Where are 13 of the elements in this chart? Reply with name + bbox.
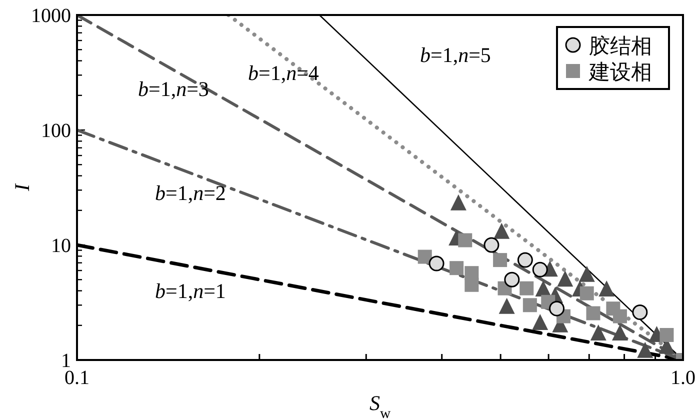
annotation: b=1,n=1 (155, 279, 226, 303)
annotation: b=1,n=4 (248, 61, 320, 85)
xtick: 1.0 (670, 367, 696, 389)
legend-label: 胶结相 (589, 34, 652, 58)
x-axis-title: S$_{w}$ (369, 391, 391, 420)
annotation: b=1,n=3 (138, 77, 209, 101)
y-tick-label: 100 (41, 120, 71, 142)
annotation: b=1,n=5 (420, 43, 491, 67)
y-axis-title: I (10, 183, 34, 192)
legend-label: 建设相 (588, 60, 652, 84)
y-tick-label: 1000 (31, 5, 71, 27)
annotation: b=1,n=2 (155, 181, 226, 205)
y-tick-label: 10 (51, 235, 71, 257)
